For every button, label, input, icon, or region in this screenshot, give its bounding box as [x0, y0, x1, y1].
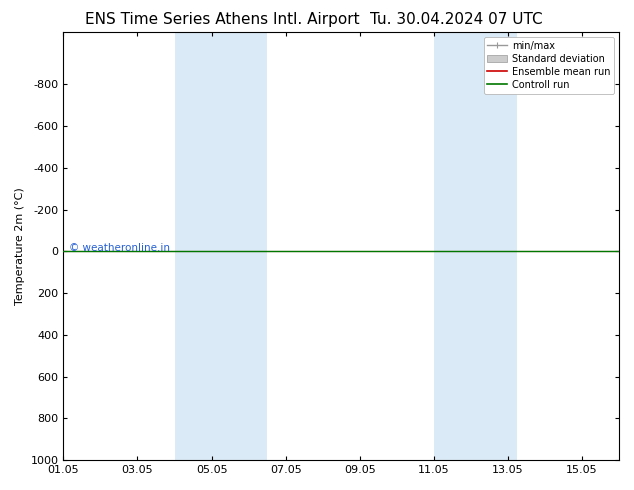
Y-axis label: Temperature 2m (°C): Temperature 2m (°C): [15, 187, 25, 305]
Bar: [434, 32, 517, 460]
Text: Tu. 30.04.2024 07 UTC: Tu. 30.04.2024 07 UTC: [370, 12, 543, 27]
Bar: [174, 32, 267, 460]
Text: ENS Time Series Athens Intl. Airport: ENS Time Series Athens Intl. Airport: [84, 12, 359, 27]
Text: © weatheronline.in: © weatheronline.in: [69, 243, 170, 253]
Legend: min/max, Standard deviation, Ensemble mean run, Controll run: min/max, Standard deviation, Ensemble me…: [484, 37, 614, 94]
